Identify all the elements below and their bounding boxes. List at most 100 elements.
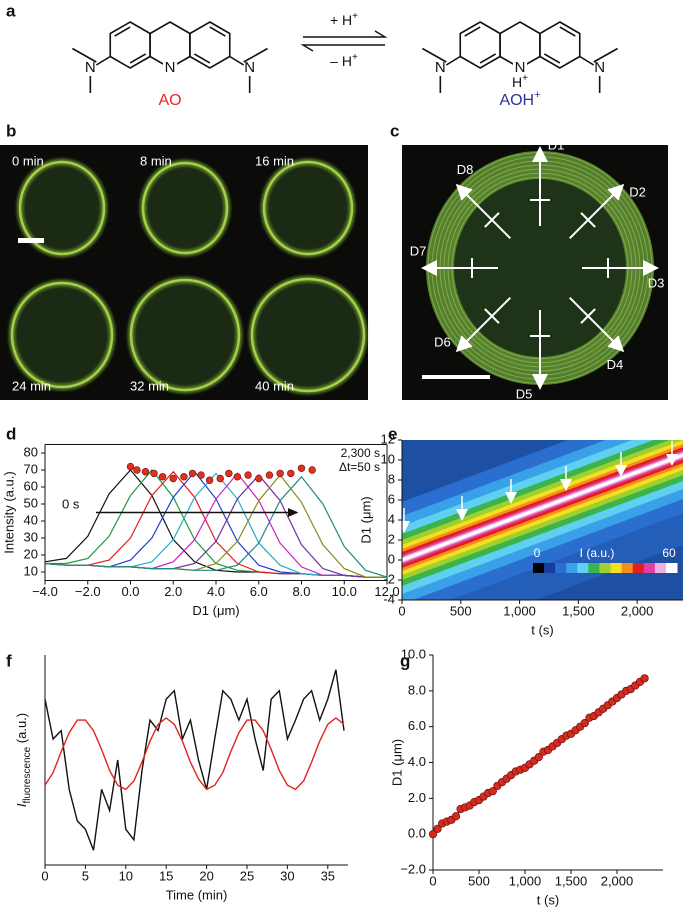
cell-interior [252, 279, 364, 391]
y-tick-label: 40 [24, 512, 38, 527]
y-tick-label: 10.0 [401, 646, 426, 661]
panel-label: b [6, 121, 16, 140]
y-tick-label: 6.0 [408, 718, 426, 733]
cell-membrane [262, 160, 354, 256]
colorbar-swatch [632, 563, 645, 573]
peak-dot [150, 469, 158, 478]
double-bond [464, 26, 481, 37]
x-tick-label: 15 [159, 868, 173, 883]
reaction-label-part: – H [330, 53, 352, 69]
bond [579, 55, 595, 66]
bond [243, 47, 268, 63]
panel-label: d [6, 424, 16, 443]
series-line [44, 470, 387, 578]
y-tick-label: 10 [381, 451, 395, 466]
x-tick-label: 5 [82, 868, 89, 883]
point [640, 674, 649, 683]
direction-label: D7 [410, 243, 427, 258]
colorbar-swatch [599, 563, 612, 573]
atom: N [85, 59, 96, 76]
direction-arrow [455, 183, 512, 240]
y-axis-label: Ifluorescence (a.u.) [14, 713, 32, 807]
equilibrium-arrow [300, 44, 385, 52]
x-tick-label: 6.0 [250, 584, 268, 599]
series-line [44, 475, 388, 578]
y-tick-label: 2.0 [408, 790, 426, 805]
y-axis-label: D1 (μm) [389, 739, 404, 786]
y-tick-label: −2.0 [400, 861, 426, 876]
peak-dot [197, 471, 205, 479]
peak-dot [297, 464, 306, 472]
direction-label: D3 [648, 275, 665, 290]
ring [459, 21, 501, 69]
direction-arrow [568, 183, 625, 240]
reaction-label: – H+ [330, 52, 358, 69]
cell-interior [20, 162, 104, 254]
y-tick-label: 8.0 [408, 682, 426, 697]
peak-dot [169, 474, 177, 483]
panel-label: f [6, 651, 12, 670]
atom: N [435, 59, 446, 76]
proton-part: + [522, 73, 528, 84]
x-tick-label: 0 [41, 868, 48, 883]
peak-dot [158, 473, 167, 481]
y-axis-label-part: (a.u.) [14, 713, 29, 747]
double-bond [559, 26, 576, 37]
peak-dot [287, 469, 295, 478]
y-tick-label: 0 [388, 551, 395, 566]
x-tick-label: 500 [468, 873, 490, 888]
double-bond [209, 26, 226, 37]
molecule-name: AO [158, 92, 181, 109]
atom: N [244, 59, 255, 76]
cell-ring [440, 165, 640, 371]
series-line [44, 472, 387, 578]
x-axis-label: t (s) [537, 892, 559, 907]
double-bond [193, 53, 211, 64]
series-line [44, 717, 345, 791]
time-label: 16 min [255, 153, 294, 168]
colorbar-swatch [533, 563, 545, 573]
peak-dot [276, 469, 284, 478]
direction-label: D4 [607, 357, 624, 372]
atom: N [515, 59, 526, 76]
series-line [44, 474, 387, 578]
point [534, 753, 543, 762]
molecule [72, 21, 268, 93]
y-tick-label: 20 [24, 546, 38, 561]
x-tick-label: 4.0 [207, 584, 225, 599]
cell-interior [143, 163, 227, 253]
point [433, 824, 442, 833]
x-tick-label: 2,000 [601, 873, 634, 888]
atom-bg [513, 60, 527, 75]
x-tick-label: 8.0 [292, 584, 310, 599]
y-tick-label: 4.0 [408, 754, 426, 769]
time-label: 32 min [130, 378, 169, 393]
x-tick-label: 0 [398, 603, 405, 618]
colorbar-label: I (a.u.) [580, 546, 615, 560]
cell-membrane [129, 278, 241, 392]
time-label: 40 min [255, 378, 294, 393]
x-tick-label: 2.0 [164, 584, 182, 599]
bond [445, 55, 461, 66]
x-tick-label: 1,500 [562, 603, 595, 618]
direction-label: D1 [548, 137, 565, 152]
peak-dot [216, 474, 224, 483]
x-tick-label: 10.0 [332, 584, 357, 599]
scale-bar [18, 238, 44, 243]
heatmap-band [402, 453, 683, 562]
colorbar-swatch [610, 563, 623, 573]
time-label: 0 min [12, 153, 44, 168]
direction-label: D6 [434, 334, 451, 349]
colorbar-swatch [654, 563, 667, 573]
cell-membrane [18, 160, 106, 256]
molecule-name-part: AOH [499, 92, 534, 109]
peak-dot [244, 471, 252, 479]
bond [593, 47, 618, 63]
cell-membrane [10, 281, 114, 389]
peak-dot [265, 471, 274, 479]
panel-label: a [6, 1, 16, 20]
series-line [44, 472, 387, 578]
point [580, 718, 589, 728]
double-bond [543, 53, 561, 64]
